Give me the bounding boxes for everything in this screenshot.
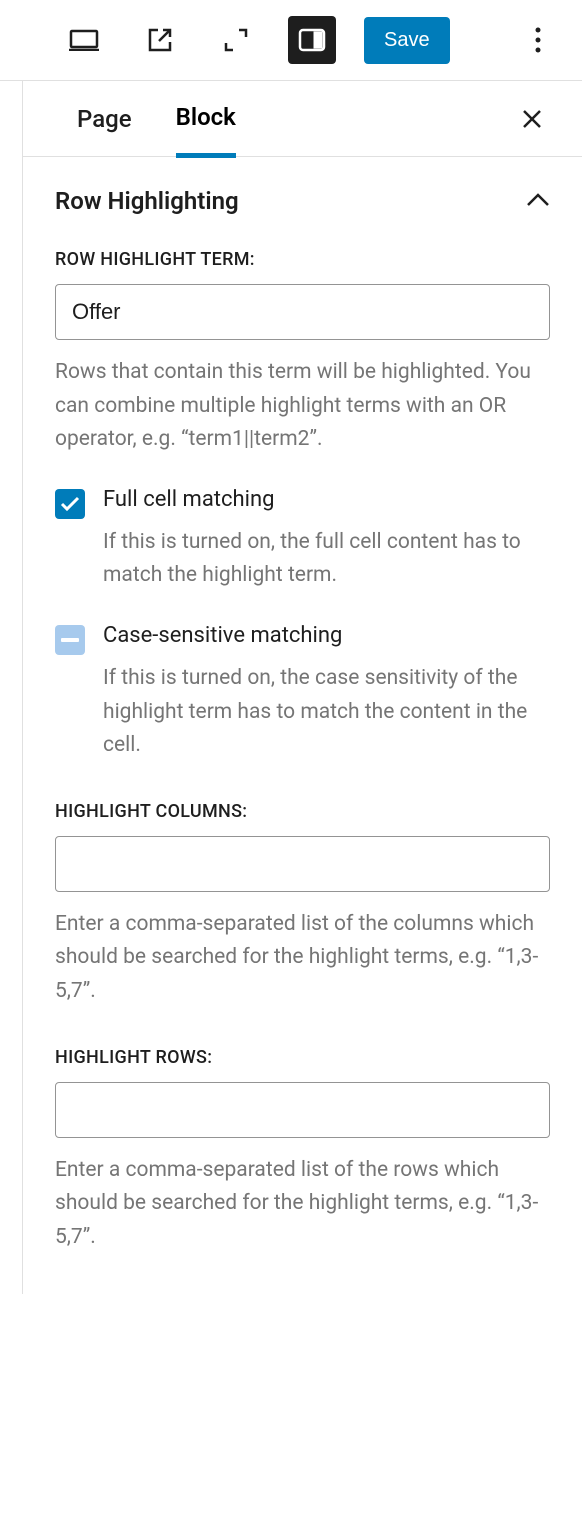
editor-toolbar: Save [0,0,582,81]
highlight-columns-label: Highlight Columns: [55,801,550,822]
row-highlight-term-label: Row Highlight Term: [55,249,550,270]
case-sensitive-matching-help: If this is turned on, the case sensitivi… [103,662,550,763]
fullscreen-icon[interactable] [212,16,260,64]
case-sensitive-matching-row: Case-sensitive matching If this is turne… [55,623,550,763]
highlight-rows-input[interactable] [55,1082,550,1138]
section-toggle-row-highlighting[interactable]: Row Highlighting [55,157,550,239]
close-inspector-icon[interactable] [512,99,552,139]
highlight-rows-label: Highlight Rows: [55,1047,550,1068]
row-highlight-term-input[interactable] [55,284,550,340]
inspector-tabs: Page Block [22,81,582,157]
block-inspector-panel: Row Highlighting Row Highlight Term: Row… [22,157,582,1294]
full-cell-matching-checkbox[interactable] [55,489,85,519]
external-link-icon[interactable] [136,16,184,64]
full-cell-matching-help: If this is turned on, the full cell cont… [103,526,550,593]
full-cell-matching-row: Full cell matching If this is turned on,… [55,487,550,593]
case-sensitive-matching-checkbox[interactable] [55,625,85,655]
tab-block[interactable]: Block [176,81,236,158]
chevron-up-icon [526,192,550,211]
sidebar-toggle-icon[interactable] [288,16,336,64]
highlight-columns-input[interactable] [55,836,550,892]
highlight-columns-help: Enter a comma-separated list of the colu… [55,908,550,1009]
more-menu-icon[interactable] [518,16,558,64]
device-preview-icon[interactable] [60,16,108,64]
save-button[interactable]: Save [364,17,450,64]
tab-page[interactable]: Page [77,83,132,155]
full-cell-matching-label: Full cell matching [103,487,550,512]
section-title: Row Highlighting [55,187,239,215]
case-sensitive-matching-label: Case-sensitive matching [103,623,550,648]
row-highlight-term-help: Rows that contain this term will be high… [55,356,550,457]
highlight-rows-help: Enter a comma-separated list of the rows… [55,1154,550,1255]
